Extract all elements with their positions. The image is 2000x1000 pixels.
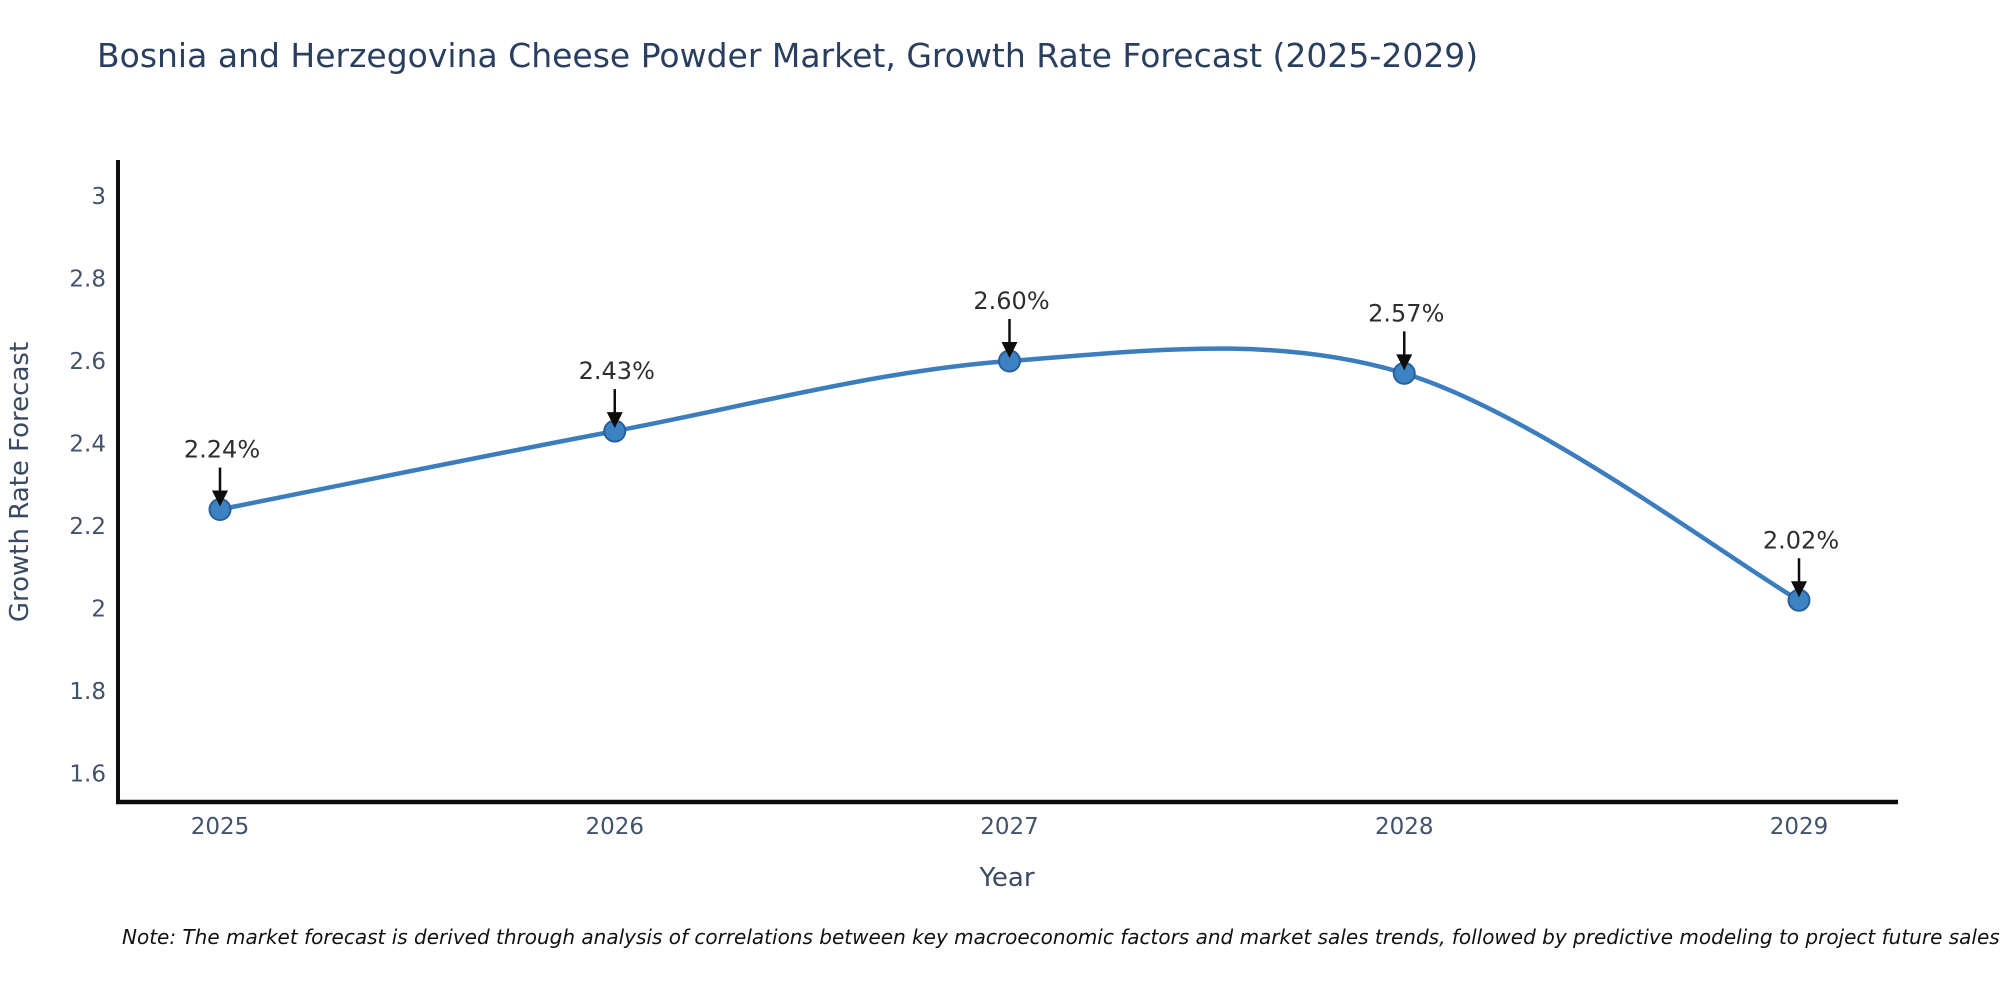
y-tick-label: 3 [91, 184, 106, 210]
y-tick-label: 2 [91, 597, 106, 623]
trend-line [217, 346, 1802, 603]
x-tick-label: 2029 [1770, 814, 1829, 840]
y-tick-label: 2.6 [69, 349, 106, 375]
y-tick-label: 1.6 [69, 762, 106, 788]
annotation-arrow-head [606, 412, 623, 429]
x-tick-label: 2027 [980, 814, 1039, 840]
x-tick-label: 2028 [1375, 814, 1434, 840]
data-point-label: 2.02% [1763, 526, 1839, 554]
y-tick-label: 2.2 [69, 514, 106, 540]
annotation-arrow-head [1396, 354, 1413, 371]
data-point-label: 2.43% [579, 357, 655, 385]
x-tick-label: 2026 [585, 814, 644, 840]
y-tick-label: 2.4 [69, 432, 106, 458]
y-axis-title: Growth Rate Forecast [5, 342, 35, 622]
data-point-label: 2.60% [973, 287, 1049, 315]
annotation-arrow-head [1791, 581, 1807, 598]
annotation-arrow-head [212, 490, 228, 507]
x-axis-title: Year [978, 863, 1034, 893]
y-tick-label: 2.8 [69, 267, 106, 293]
chart-footnote: Note: The market forecast is derived thr… [122, 925, 2000, 949]
data-point-label: 2.24% [184, 436, 260, 464]
y-tick-label: 1.8 [69, 679, 106, 705]
x-tick-label: 2025 [191, 814, 250, 840]
chart-title: Bosnia and Herzegovina Cheese Powder Mar… [97, 36, 1479, 75]
data-point-label: 2.57% [1368, 299, 1444, 327]
annotation-arrow-head [1001, 342, 1018, 358]
